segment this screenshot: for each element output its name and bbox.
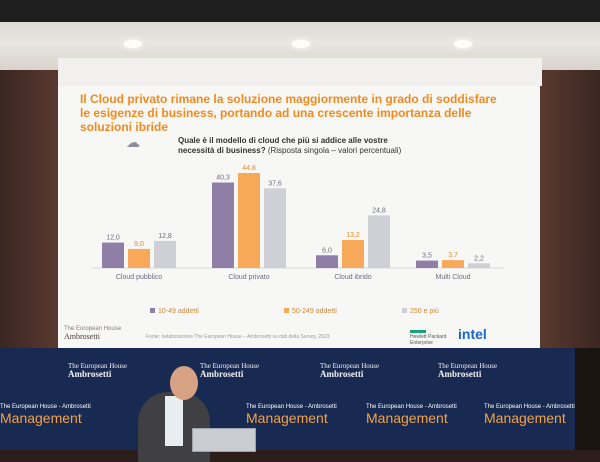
data-label: 3,7 bbox=[448, 252, 458, 259]
ceiling-light bbox=[454, 40, 472, 48]
legend-item: 10-49 addetti bbox=[150, 308, 199, 315]
backdrop-brand-name: Ambrosetti bbox=[320, 369, 364, 379]
backdrop-brand-name: Ambrosetti bbox=[200, 369, 244, 379]
data-label: 12,0 bbox=[106, 235, 120, 242]
backdrop-brand: The European House Ambrosetti bbox=[320, 362, 380, 379]
backdrop-management: The European House - Ambrosetti Manageme… bbox=[366, 404, 457, 426]
backdrop-management: The European House - Ambrosetti Manageme… bbox=[0, 404, 91, 426]
backdrop-brand: The European House Ambrosetti bbox=[438, 362, 498, 379]
backdrop-brand-small: The European House bbox=[438, 362, 498, 370]
speaker-head bbox=[170, 366, 198, 400]
backdrop-brand-name: Ambrosetti bbox=[68, 369, 112, 379]
question-text: Quale è il modello di cloud che più si a… bbox=[178, 136, 388, 155]
backdrop-frame bbox=[575, 348, 600, 450]
backdrop-brand: The European House Ambrosetti bbox=[200, 362, 260, 379]
bar bbox=[102, 242, 124, 268]
bar bbox=[416, 260, 438, 268]
backdrop-mgmt-word: Management bbox=[0, 410, 82, 426]
backdrop-management: The European House - Ambrosetti Manageme… bbox=[246, 404, 337, 426]
legend-label: 50-249 addetti bbox=[292, 308, 337, 315]
backdrop-mgmt-word: Management bbox=[366, 410, 448, 426]
backdrop-mgmt-word: Management bbox=[484, 410, 566, 426]
backdrop-mgmt-small: The European House - Ambrosetti bbox=[246, 404, 337, 410]
data-label: 24,8 bbox=[372, 207, 386, 214]
backdrop-brand-name: Ambrosetti bbox=[438, 369, 482, 379]
brand-line2: Ambrosetti bbox=[64, 332, 100, 341]
lectern bbox=[192, 428, 256, 452]
data-label: 9,0 bbox=[134, 241, 144, 248]
stage-backdrop: The European House Ambrosetti The Europe… bbox=[0, 348, 600, 450]
data-label: 3,5 bbox=[422, 253, 432, 260]
data-label: 2,2 bbox=[474, 255, 484, 262]
backdrop-brand-small: The European House bbox=[68, 362, 128, 370]
brand-logo: The European House Ambrosetti bbox=[64, 326, 121, 341]
data-label: 44,8 bbox=[242, 165, 256, 172]
bar bbox=[154, 240, 176, 268]
data-label: 13,2 bbox=[346, 232, 360, 239]
bar bbox=[342, 240, 364, 268]
projection-screen-top bbox=[58, 58, 542, 86]
category-label: Cloud pubblico bbox=[116, 274, 162, 281]
hpe-logo: Hewlett Packard Enterprise bbox=[410, 330, 446, 346]
data-label: 40,3 bbox=[216, 175, 230, 182]
question-note: (Risposta singola – valori percentuali) bbox=[267, 146, 402, 155]
data-label: 6,0 bbox=[322, 247, 332, 254]
backdrop-mgmt-small: The European House - Ambrosetti bbox=[366, 404, 457, 410]
bar bbox=[368, 215, 390, 268]
legend-item: 50-249 addetti bbox=[284, 308, 337, 315]
backdrop-mgmt-small: The European House - Ambrosetti bbox=[484, 404, 575, 410]
backdrop-brand-small: The European House bbox=[320, 362, 380, 370]
category-label: Multi Cloud bbox=[435, 274, 470, 281]
bar bbox=[212, 182, 234, 268]
cloud-icon: ☁ bbox=[126, 134, 140, 150]
category-label: Cloud privato bbox=[228, 274, 269, 281]
legend-swatch bbox=[150, 308, 155, 313]
projection-screen: Il Cloud privato rimane la soluzione mag… bbox=[58, 86, 540, 348]
backdrop-brand: The European House Ambrosetti bbox=[68, 362, 128, 379]
bar-chart: 12,0 9,0 12,8 Cloud pubblico 40,3 44,8 37,6 Clo… bbox=[92, 165, 504, 281]
legend-swatch bbox=[284, 308, 289, 313]
brand-line1: The European House bbox=[64, 326, 122, 332]
lighting-rail bbox=[0, 0, 600, 22]
legend-label: 10-49 addetti bbox=[158, 308, 199, 315]
bar bbox=[238, 173, 260, 268]
source-note: Fonte: rielaborazione The European House… bbox=[146, 334, 330, 340]
bar bbox=[442, 260, 464, 268]
hpe-line1: Hewlett Packard bbox=[410, 334, 447, 340]
wall-panel-left bbox=[0, 70, 60, 360]
bar bbox=[316, 255, 338, 268]
bar bbox=[468, 263, 490, 268]
backdrop-mgmt-word: Management bbox=[246, 410, 328, 426]
legend-label: 250 e più bbox=[410, 308, 439, 315]
backdrop-mgmt-small: The European House - Ambrosetti bbox=[0, 404, 91, 410]
data-label: 37,6 bbox=[268, 180, 282, 187]
speaker-shirt bbox=[165, 396, 183, 446]
backdrop-management: The European House - Ambrosetti Manageme… bbox=[484, 404, 575, 426]
hpe-line2: Enterprise bbox=[410, 340, 433, 346]
data-label: 12,8 bbox=[158, 233, 172, 240]
ceiling-light bbox=[124, 40, 142, 48]
bar bbox=[264, 188, 286, 268]
legend-item: 250 e più bbox=[402, 308, 439, 315]
intel-logo: intel bbox=[458, 326, 487, 342]
backdrop-brand-small: The European House bbox=[200, 362, 260, 370]
category-label: Cloud ibrido bbox=[334, 274, 371, 281]
legend-swatch bbox=[402, 308, 407, 313]
ceiling-light bbox=[292, 40, 310, 48]
slide-question: Quale è il modello di cloud che più si a… bbox=[178, 136, 418, 156]
slide-headline: Il Cloud privato rimane la soluzione mag… bbox=[80, 92, 497, 134]
bar bbox=[128, 248, 150, 268]
hpe-bar-icon bbox=[410, 330, 426, 333]
wall-panel-right bbox=[540, 70, 600, 360]
